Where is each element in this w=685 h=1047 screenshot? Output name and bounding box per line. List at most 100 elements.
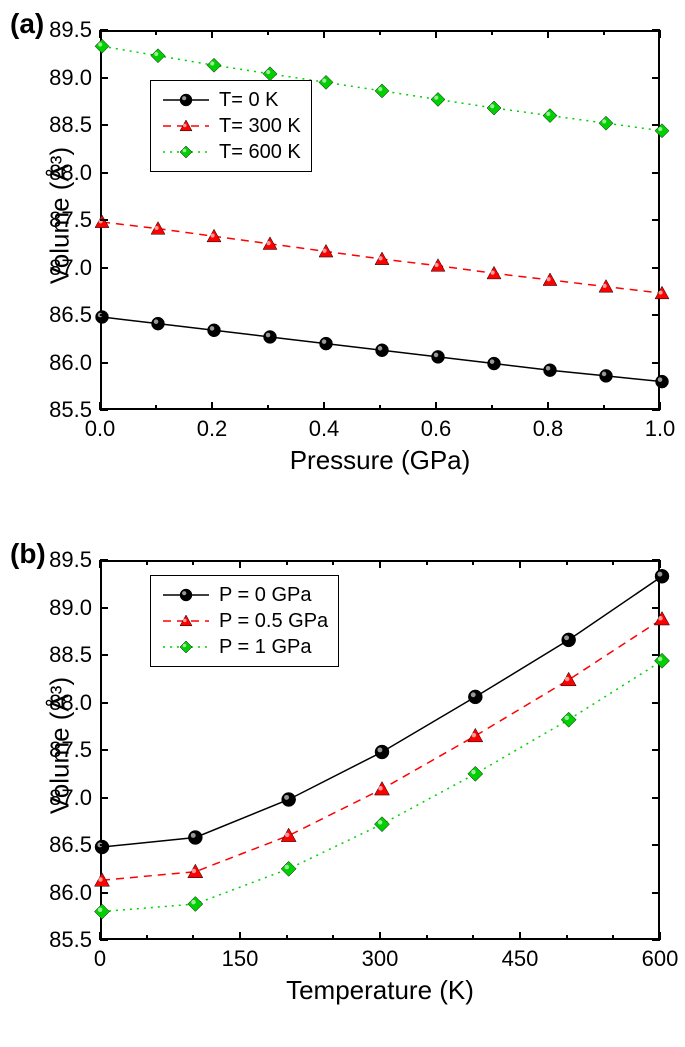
x-minor-tick <box>267 30 269 35</box>
y-tick-label: 85.5 <box>42 927 92 953</box>
panel-a-legend: T= 0 KT= 300 KT= 600 K <box>150 80 312 172</box>
series-marker-P05 <box>285 833 290 838</box>
y-tick <box>100 219 108 221</box>
y-tick <box>100 607 108 609</box>
series-marker-T600K <box>599 116 613 130</box>
x-minor-tick <box>603 30 605 35</box>
series-marker-T600K <box>487 101 501 115</box>
legend-swatch <box>161 116 211 136</box>
legend-label: T= 300 K <box>219 115 301 138</box>
x-minor-tick <box>332 560 334 565</box>
y-tick-label: 87.0 <box>42 785 92 811</box>
series-marker-T0K <box>210 326 215 331</box>
series-marker-P05 <box>565 677 570 682</box>
y-tick <box>652 749 660 751</box>
series-marker-T0K <box>658 377 663 382</box>
x-minor-tick <box>155 405 157 410</box>
y-tick <box>652 409 660 411</box>
x-minor-tick <box>491 405 493 410</box>
series-marker-P1 <box>375 817 390 832</box>
y-tick-label: 88.5 <box>42 642 92 668</box>
legend-item: T= 300 K <box>161 113 301 139</box>
legend-swatch <box>161 90 211 110</box>
series-marker-T600K <box>263 67 277 81</box>
x-tick-label: 0.6 <box>421 416 452 442</box>
series-marker-T300K <box>547 277 551 281</box>
series-marker-T600K <box>378 87 382 91</box>
x-minor-tick <box>379 30 381 35</box>
y-tick <box>652 314 660 316</box>
series-marker-P1 <box>468 766 483 781</box>
series-marker-T300K <box>379 256 383 260</box>
series-marker-T0K <box>266 333 271 338</box>
x-minor-tick <box>286 560 288 565</box>
series-marker-T300K <box>211 233 215 237</box>
series-marker-T0K <box>544 364 557 377</box>
series-marker-P0 <box>284 795 289 800</box>
series-marker-T600K <box>95 39 109 53</box>
x-tick <box>211 30 213 38</box>
legend-label: P = 0.5 GPa <box>219 610 328 633</box>
figure: (a) Volume (Å³) Pressure (GPa) 0.00.20.4… <box>0 0 685 1047</box>
x-tick-label: 450 <box>502 946 539 972</box>
series-marker-T600K <box>658 127 662 131</box>
series-marker-P0 <box>377 747 382 752</box>
series-marker-T0K <box>320 337 333 350</box>
series-marker-T0K <box>600 369 613 382</box>
series-marker-P05 <box>192 869 197 874</box>
x-tick <box>379 560 381 568</box>
series-marker-T0K <box>432 350 445 363</box>
series-marker-T0K <box>488 357 501 370</box>
series-marker-T600K <box>151 49 165 63</box>
x-tick <box>659 560 661 568</box>
x-minor-tick <box>566 560 568 565</box>
series-marker-T300K <box>323 249 327 253</box>
x-tick <box>519 932 521 940</box>
y-tick-label: 89.5 <box>42 17 92 43</box>
series-marker-P05 <box>98 877 103 882</box>
y-tick <box>652 654 660 656</box>
y-tick-label: 87.0 <box>42 255 92 281</box>
series-marker-P1 <box>281 861 296 876</box>
series-marker-T300K <box>491 271 495 275</box>
x-tick <box>547 30 549 38</box>
series-marker-P05 <box>658 616 663 621</box>
legend-label: P = 1 GPa <box>219 636 311 659</box>
legend-item: T= 600 K <box>161 139 301 165</box>
series-marker-T0K <box>96 311 109 324</box>
series-marker-T0K <box>208 324 221 337</box>
y-tick <box>100 172 108 174</box>
x-minor-tick <box>146 560 148 565</box>
series-marker-T300K <box>435 263 439 267</box>
y-tick <box>652 172 660 174</box>
series-marker-P1 <box>378 820 383 825</box>
series-marker-T0K <box>378 346 383 351</box>
series-marker-T0K <box>154 319 159 324</box>
series-marker-T600K <box>543 109 557 123</box>
x-tick-label: 0 <box>94 946 106 972</box>
y-tick <box>652 559 660 561</box>
x-tick <box>435 30 437 38</box>
legend-item: T= 0 K <box>161 87 301 113</box>
series-marker-P1 <box>95 904 110 919</box>
y-tick <box>100 29 108 31</box>
x-tick-label: 0.8 <box>533 416 564 442</box>
x-tick <box>547 402 549 410</box>
y-tick <box>652 797 660 799</box>
x-tick-label: 0.2 <box>197 416 228 442</box>
series-marker-P0 <box>282 793 296 807</box>
x-tick <box>239 932 241 940</box>
y-tick-label: 86.5 <box>42 302 92 328</box>
series-marker-T300K <box>267 241 271 245</box>
y-tick-label: 85.5 <box>42 397 92 423</box>
series-marker-P0 <box>188 831 202 845</box>
series-marker-P0 <box>562 633 576 647</box>
legend-item: P = 0 GPa <box>161 582 328 608</box>
x-tick <box>211 402 213 410</box>
y-tick-label: 89.0 <box>42 65 92 91</box>
x-tick-label: 300 <box>362 946 399 972</box>
series-marker-T600K <box>210 61 214 65</box>
series-marker-P05 <box>378 786 383 791</box>
series-marker-T600K <box>546 112 550 116</box>
series-marker-T300K <box>659 290 663 294</box>
